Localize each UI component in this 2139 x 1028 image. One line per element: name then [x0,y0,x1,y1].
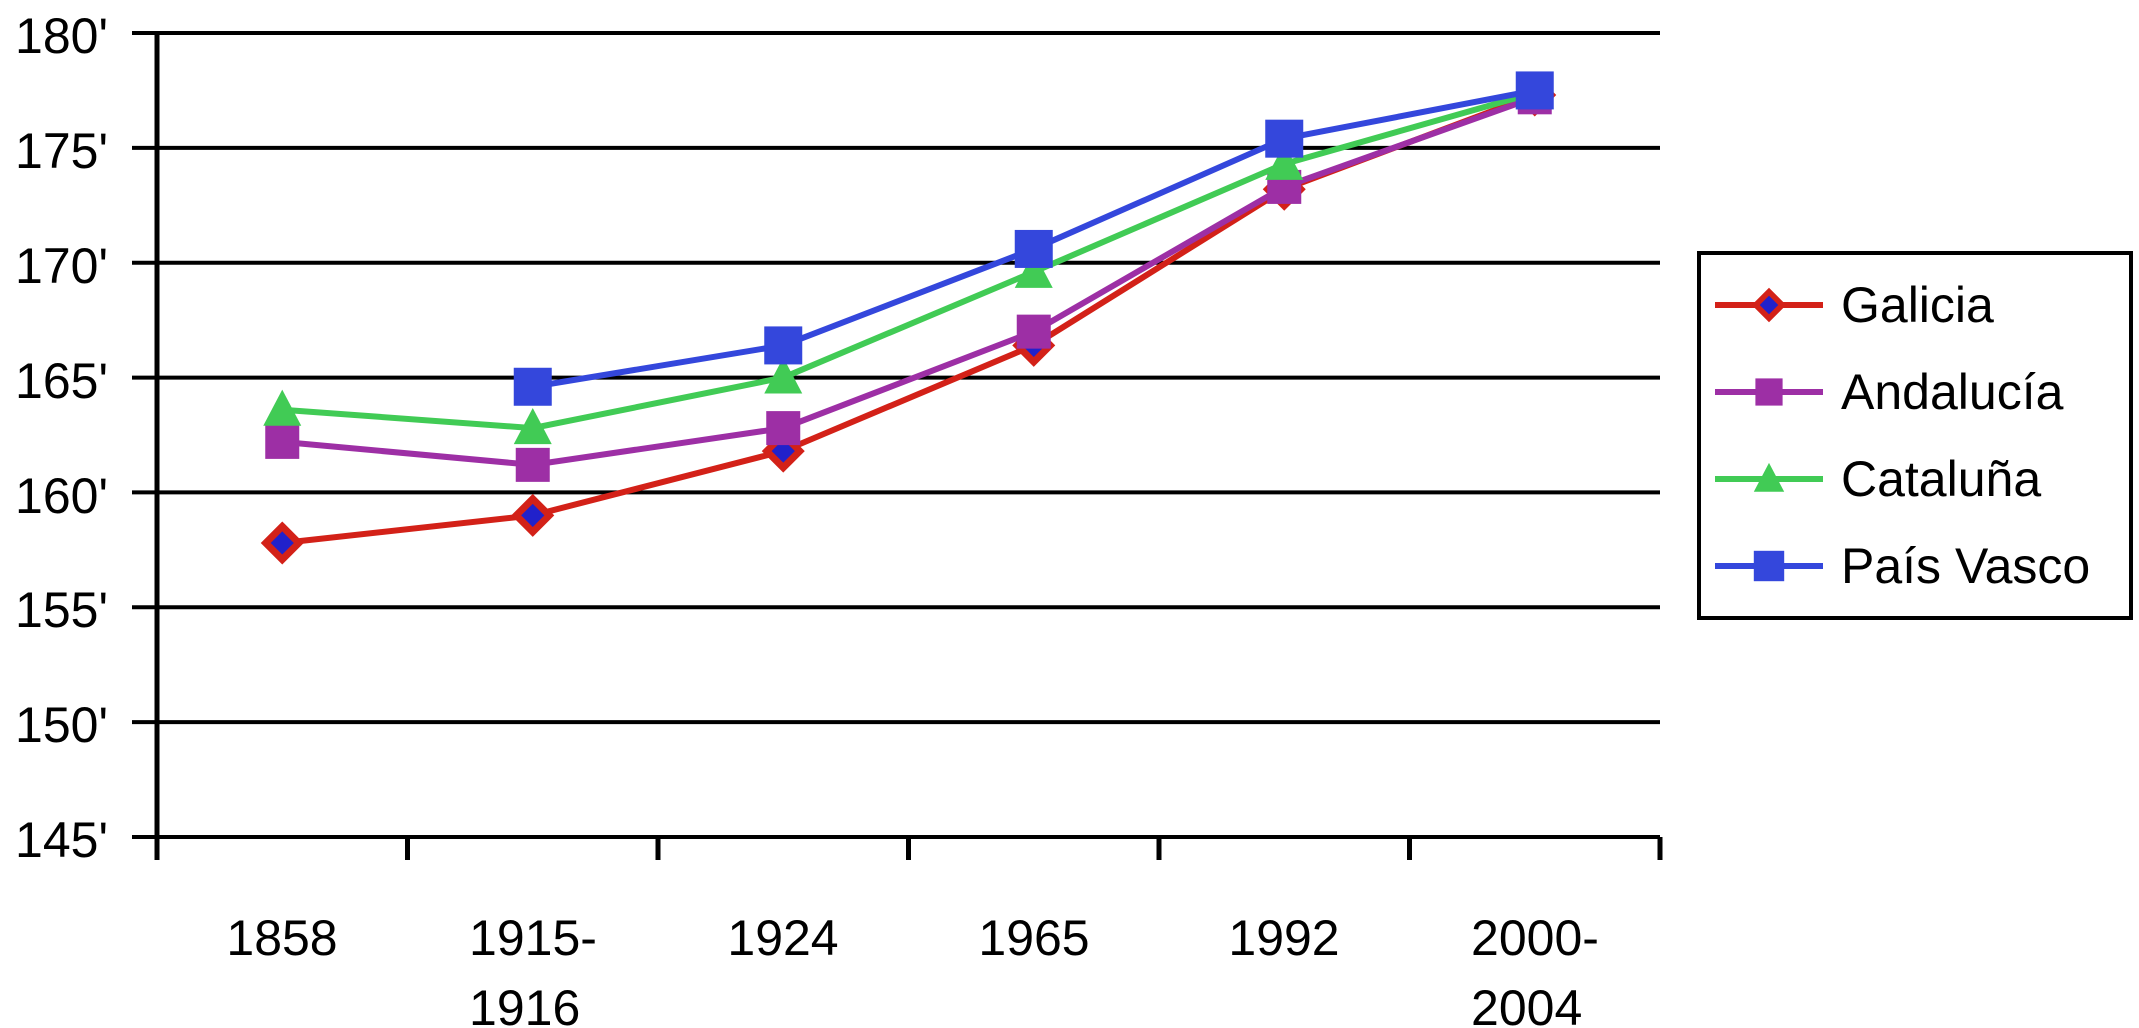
legend-item-andalucia: Andalucía [1701,357,2129,427]
y-axis-tick-label: 180' [15,8,108,64]
marker-triangle [1753,463,1785,492]
legend-label-cataluna: Cataluña [1841,451,2042,508]
marker-square [1014,229,1053,268]
marker-square [265,424,300,459]
legend-swatch-diamond-icon [1715,287,1823,322]
legend-swatch-triangle-icon [1715,463,1823,492]
x-axis-category-label: 1858 [226,903,337,973]
category-line: 1915- [469,910,597,966]
y-axis-tick-label: 150' [15,697,108,753]
y-axis-tick-label: 165' [15,353,108,409]
legend-swatch-square-icon [1715,551,1823,582]
marker-square [513,367,552,406]
marker-square [1016,314,1051,349]
y-axis-tick-label: 145' [15,812,108,868]
x-axis-category-label: 1965 [978,903,1089,973]
category-line: 1858 [226,910,338,966]
x-axis-category-label: 1924 [727,903,838,973]
marker-square [515,447,550,482]
category-line: 2004 [1471,980,1583,1028]
y-axis-tick-label: 170' [15,238,108,294]
category-line: 1965 [978,910,1090,966]
category-line: 1992 [1228,910,1340,966]
marker-triangle [513,407,552,445]
marker-diamond [511,493,555,537]
marker-triangle [1265,143,1304,180]
legend-label-pais-vasco: País Vasco [1841,538,2091,595]
marker-square [1755,378,1783,406]
x-axis-category-label: 1915- 1916 [469,903,597,1028]
y-axis-tick-label: 175' [15,123,108,179]
legend: Galicia Andalucía Cataluña País Vasco [1697,251,2133,620]
x-axis-category-label: 1992 [1228,903,1339,973]
marker-square [1265,119,1304,158]
marker-diamond [761,429,805,473]
marker-diamond [260,521,304,565]
y-axis-tick-label: 160' [15,468,108,524]
marker-triangle [263,389,302,426]
legend-swatch-square-icon [1715,378,1823,406]
marker-diamond [1751,287,1787,322]
legend-item-cataluna: Cataluña [1701,444,2129,514]
marker-square [1515,71,1554,110]
category-line: 2000- [1471,910,1599,966]
legend-label-andalucia: Andalucía [1841,363,2064,420]
series-line-1 [281,94,1536,468]
marker-triangle [1014,251,1053,288]
category-line: 1916 [469,980,581,1028]
marker-triangle [764,357,803,394]
y-axis-tick-label: 155' [15,582,108,638]
x-axis-category-label: 2000- 2004 [1471,903,1599,1028]
marker-square [766,411,801,446]
category-line: 1924 [727,910,839,966]
legend-label-galicia: Galicia [1841,276,1994,333]
series-line-2 [282,89,1536,432]
marker-square [1753,551,1785,582]
legend-item-galicia: Galicia [1701,270,2129,340]
marker-square [764,326,803,365]
legend-item-pais-vasco: País Vasco [1701,531,2129,601]
